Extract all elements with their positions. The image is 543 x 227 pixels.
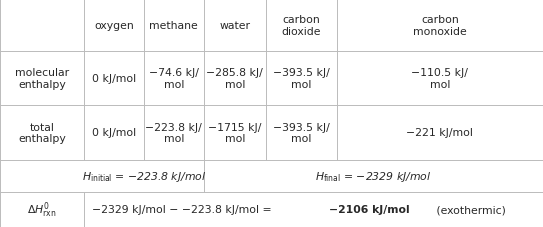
Text: oxygen: oxygen — [94, 21, 134, 31]
Text: $H_\mathrm{final}$ = −2329 kJ/mol: $H_\mathrm{final}$ = −2329 kJ/mol — [315, 169, 432, 183]
Text: −2329 kJ/mol − −223.8 kJ/mol =: −2329 kJ/mol − −223.8 kJ/mol = — [92, 205, 275, 214]
Text: (exothermic): (exothermic) — [433, 205, 506, 214]
Text: 0 kJ/mol: 0 kJ/mol — [92, 128, 136, 138]
Text: −74.6 kJ/
mol: −74.6 kJ/ mol — [149, 68, 199, 90]
Text: total
enthalpy: total enthalpy — [18, 122, 66, 143]
Text: 0 kJ/mol: 0 kJ/mol — [92, 74, 136, 84]
Text: −221 kJ/mol: −221 kJ/mol — [406, 128, 473, 138]
Text: methane: methane — [149, 21, 198, 31]
Text: −110.5 kJ/
mol: −110.5 kJ/ mol — [412, 68, 468, 90]
Text: $\Delta H^0_\mathrm{rxn}$: $\Delta H^0_\mathrm{rxn}$ — [27, 200, 57, 219]
Text: $H_\mathrm{initial}$ = −223.8 kJ/mol: $H_\mathrm{initial}$ = −223.8 kJ/mol — [82, 169, 206, 183]
Text: carbon
monoxide: carbon monoxide — [413, 15, 466, 37]
Text: −1715 kJ/
mol: −1715 kJ/ mol — [208, 122, 262, 143]
Text: water: water — [219, 21, 250, 31]
Text: carbon
dioxide: carbon dioxide — [282, 15, 321, 37]
Text: −393.5 kJ/
mol: −393.5 kJ/ mol — [273, 68, 330, 90]
Text: −223.8 kJ/
mol: −223.8 kJ/ mol — [146, 122, 202, 143]
Text: −285.8 kJ/
mol: −285.8 kJ/ mol — [206, 68, 263, 90]
Text: −2106 kJ/mol: −2106 kJ/mol — [329, 205, 409, 214]
Text: molecular
enthalpy: molecular enthalpy — [15, 68, 69, 90]
Text: −393.5 kJ/
mol: −393.5 kJ/ mol — [273, 122, 330, 143]
